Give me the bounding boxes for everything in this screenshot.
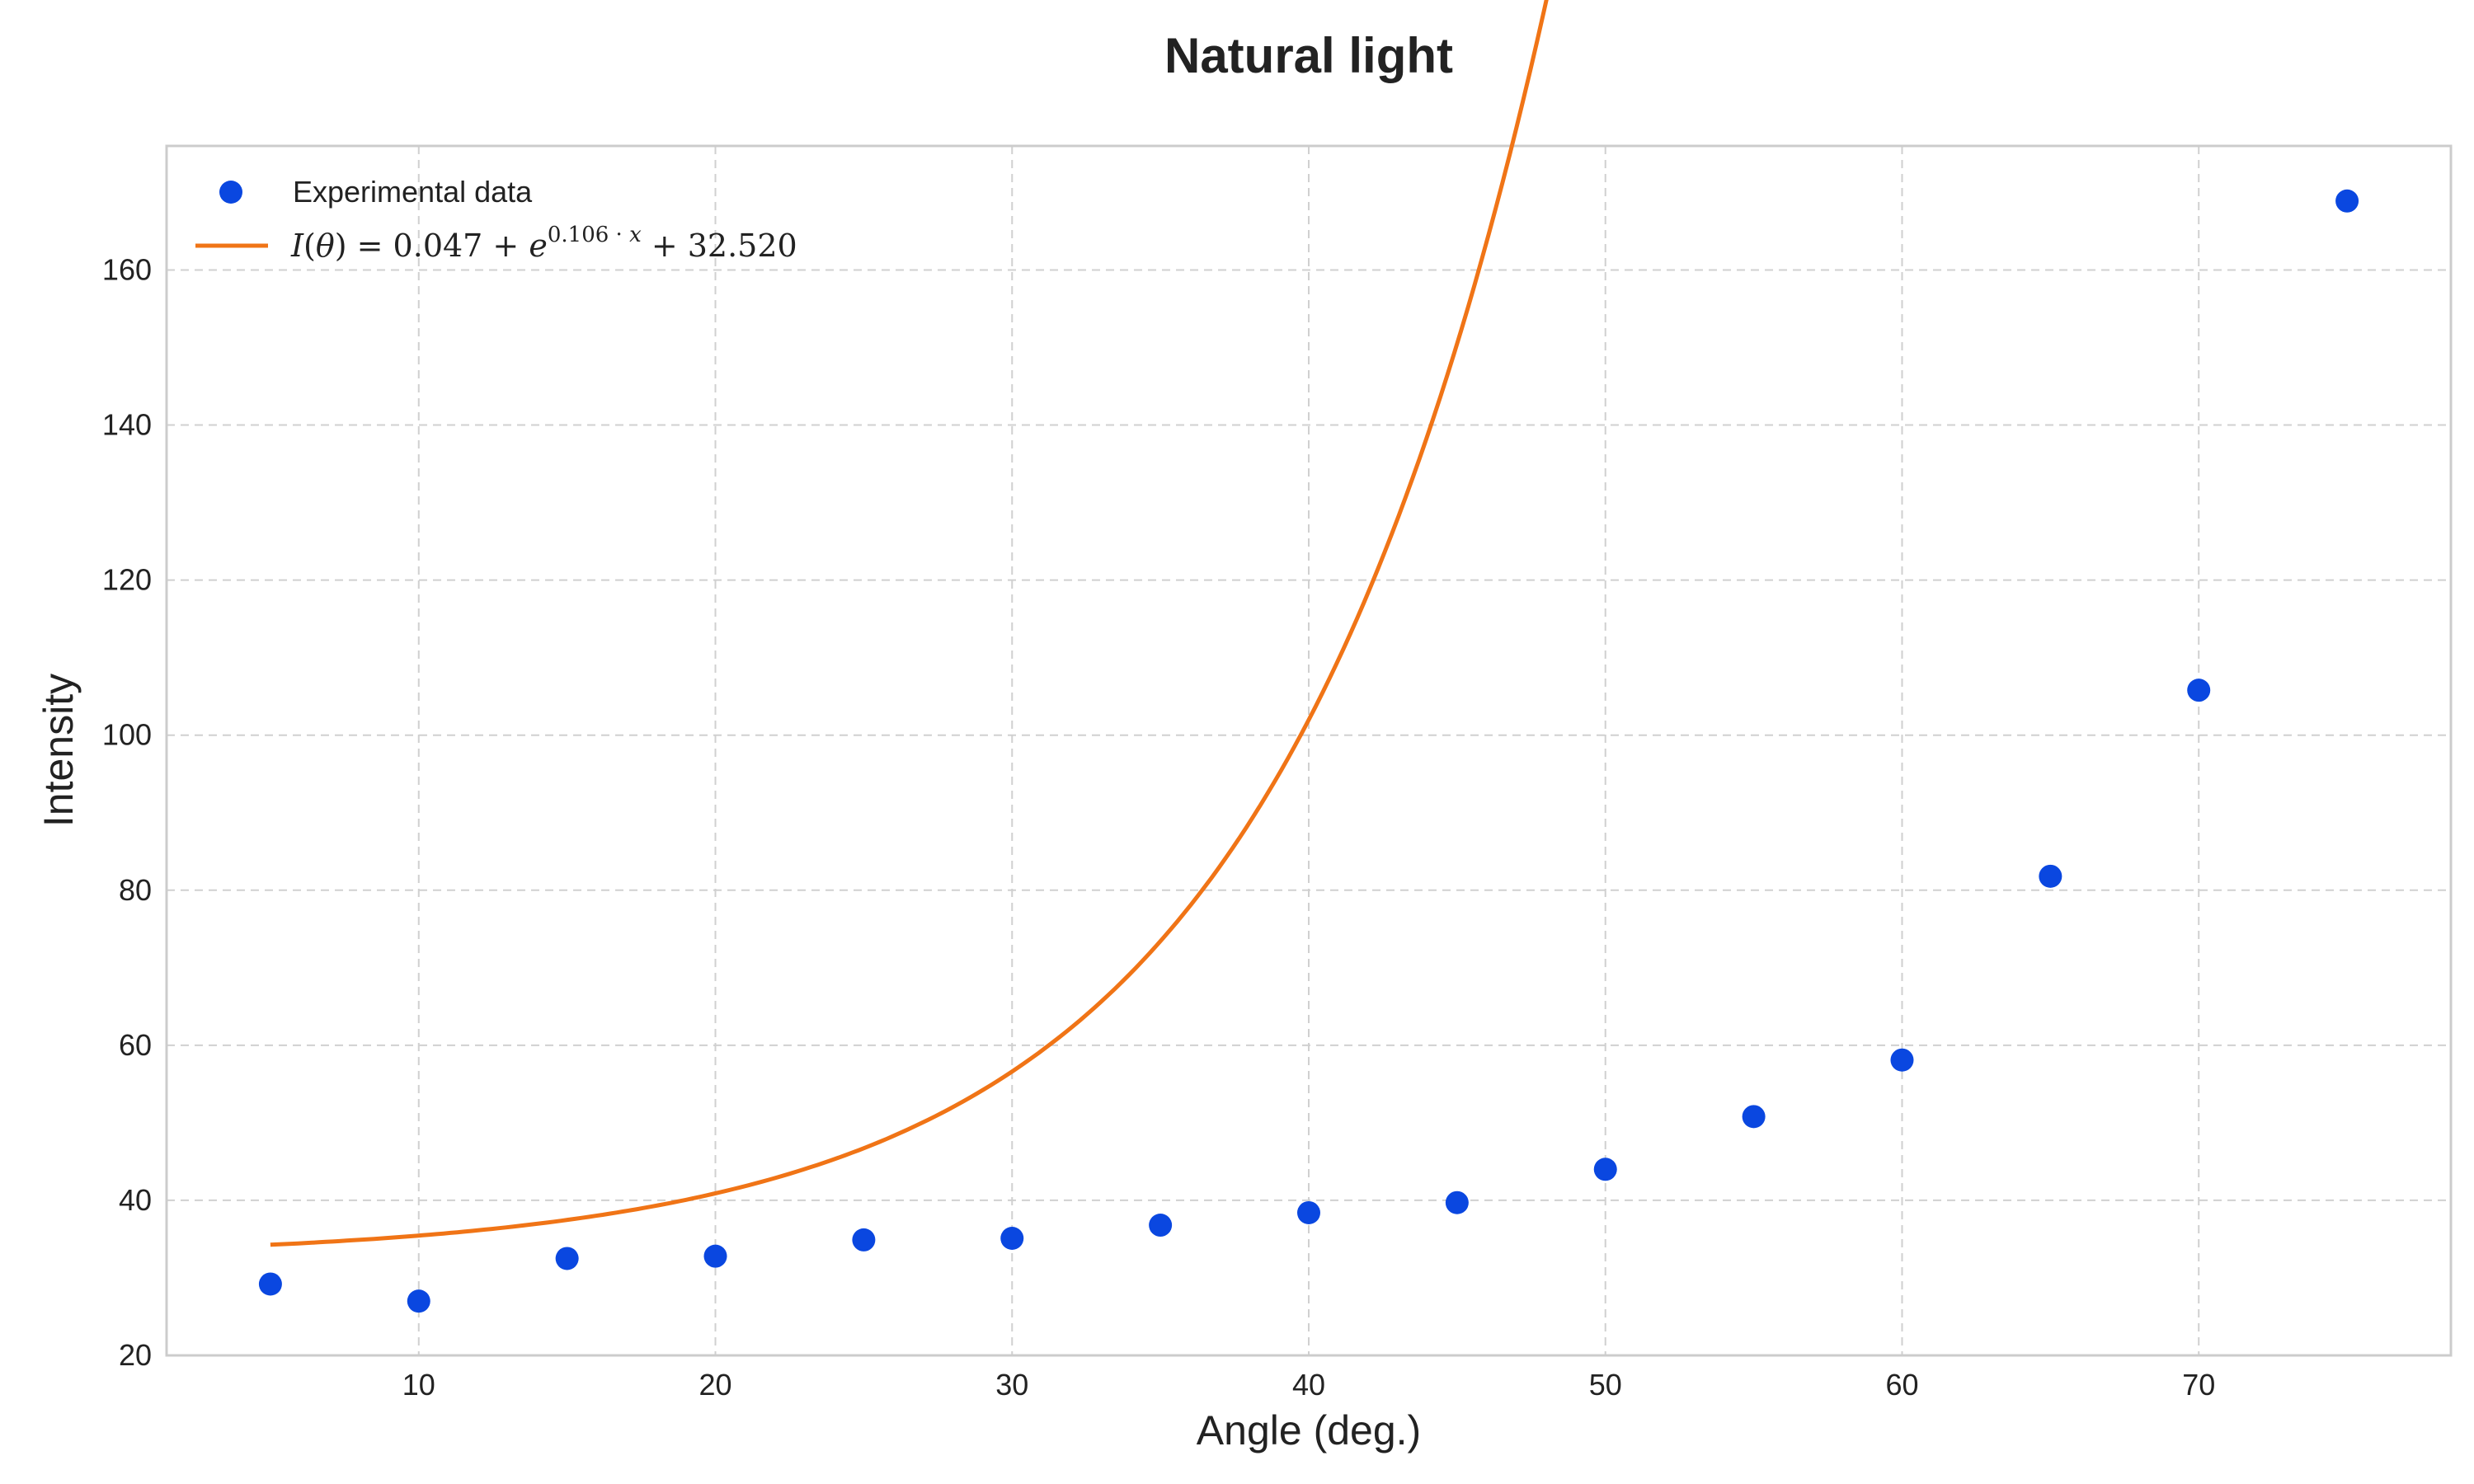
data-point bbox=[1742, 1105, 1766, 1129]
x-tick-label: 30 bbox=[995, 1368, 1028, 1402]
x-tick-label: 40 bbox=[1292, 1368, 1325, 1402]
y-tick-label: 160 bbox=[102, 252, 152, 286]
y-tick-label: 20 bbox=[119, 1338, 152, 1372]
fit-curve-layer bbox=[270, 0, 1549, 1247]
data-point bbox=[2335, 189, 2359, 213]
fit-curve bbox=[270, 0, 1549, 1247]
data-point bbox=[703, 1244, 727, 1268]
chart-title: Natural light bbox=[1164, 28, 1453, 83]
data-point bbox=[1000, 1227, 1024, 1251]
y-tick-label: 40 bbox=[119, 1183, 152, 1217]
data-point bbox=[258, 1272, 282, 1296]
data-point bbox=[407, 1289, 430, 1313]
y-tick-label: 80 bbox=[119, 873, 152, 907]
legend-label-experimental-data: Experimental data bbox=[293, 175, 533, 209]
data-point bbox=[1890, 1048, 1914, 1072]
x-axis-label: Angle (deg.) bbox=[1197, 1407, 1421, 1453]
legend-marker-experimental-data bbox=[219, 181, 242, 204]
data-point bbox=[555, 1247, 579, 1270]
y-tick-label: 140 bbox=[102, 408, 152, 442]
x-tick-label: 10 bbox=[402, 1368, 435, 1402]
y-tick-label: 120 bbox=[102, 563, 152, 597]
x-tick-label: 50 bbox=[1589, 1368, 1622, 1402]
data-point bbox=[2039, 864, 2062, 888]
grid bbox=[167, 146, 2451, 1355]
data-point bbox=[2187, 679, 2211, 702]
data-points-layer bbox=[258, 189, 2359, 1313]
y-axis-label: Intensity bbox=[35, 674, 82, 827]
data-point bbox=[852, 1228, 876, 1252]
y-tick-label: 100 bbox=[102, 718, 152, 752]
data-point bbox=[1149, 1214, 1173, 1237]
legend-label-fit-curve: I(θ) = 0.047 + e0.106 · x + 32.520 bbox=[290, 223, 797, 264]
x-tick-label: 60 bbox=[1885, 1368, 1918, 1402]
y-tick-label: 60 bbox=[119, 1028, 152, 1062]
ticks: 10 20 30 40 50 60 70 20 40 60 80 100 120 140 160 bbox=[102, 252, 2215, 1402]
plot-frame bbox=[165, 144, 2453, 1357]
data-point bbox=[1297, 1200, 1320, 1224]
data-point bbox=[1593, 1158, 1617, 1181]
x-tick-label: 20 bbox=[698, 1368, 731, 1402]
x-tick-label: 70 bbox=[2182, 1368, 2215, 1402]
data-point bbox=[1445, 1190, 1469, 1214]
legend: Experimental data I(θ) = 0.047 + e0.106 … bbox=[195, 175, 797, 264]
